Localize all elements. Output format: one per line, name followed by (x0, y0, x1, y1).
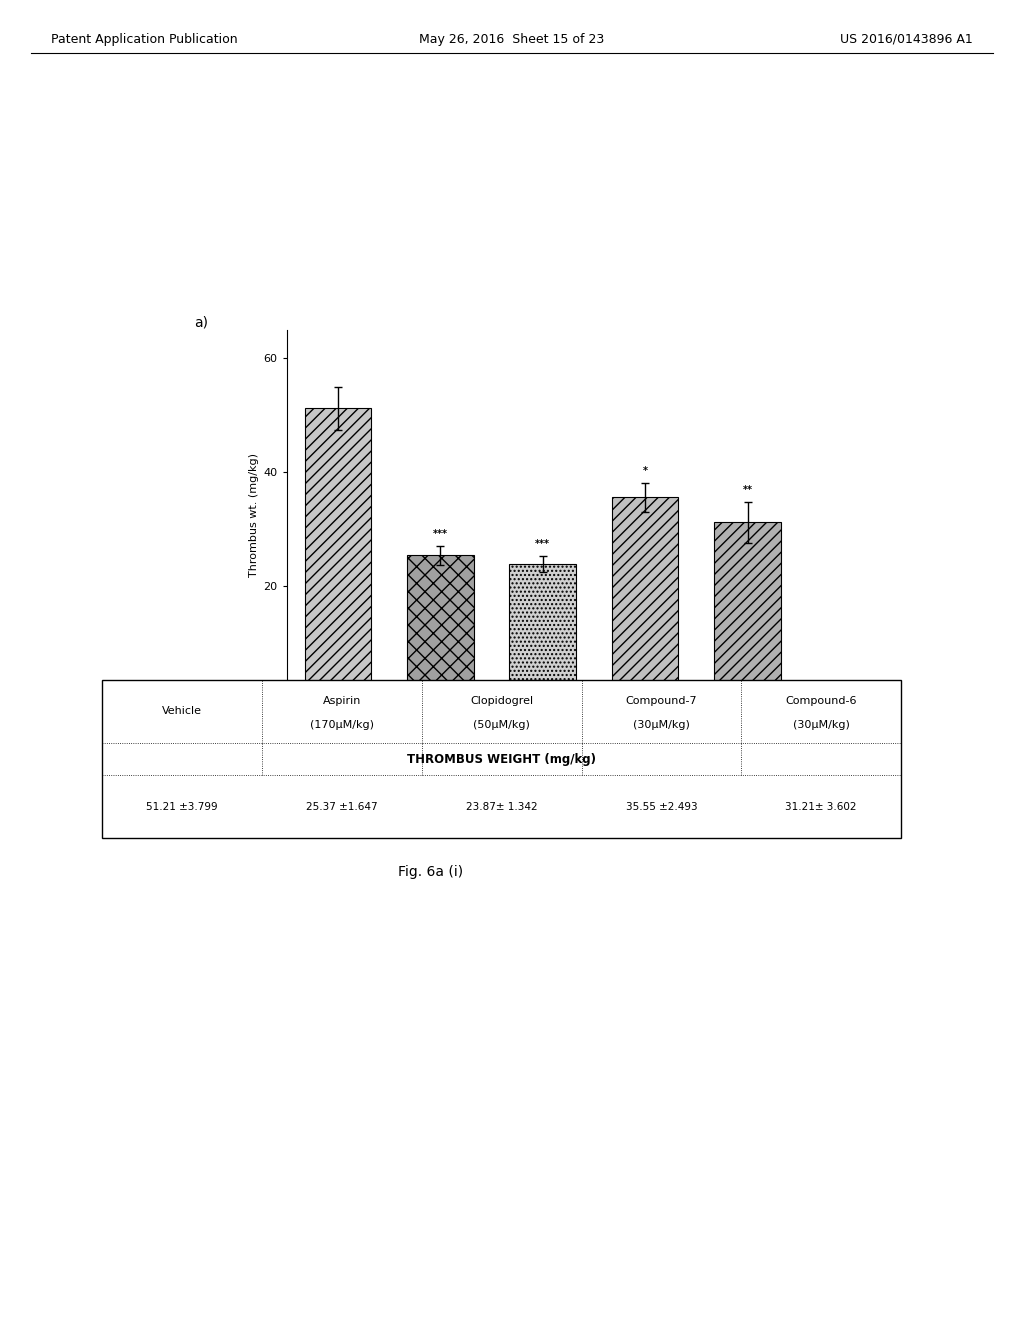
Text: 23.87± 1.342: 23.87± 1.342 (466, 801, 538, 812)
Text: 35.55 ±2.493: 35.55 ±2.493 (626, 801, 697, 812)
Text: ***: *** (536, 540, 550, 549)
Text: (30μM/kg): (30μM/kg) (633, 719, 690, 730)
Text: *: * (643, 466, 647, 477)
Bar (408, 556, 473, 700)
Text: Vehicle: Vehicle (162, 706, 203, 717)
Text: US 2016/0143896 A1: US 2016/0143896 A1 (840, 33, 973, 46)
Text: Aspirin: Aspirin (323, 696, 361, 706)
Text: 25.37 ±1.647: 25.37 ±1.647 (306, 801, 378, 812)
Text: 51.21 ±3.799: 51.21 ±3.799 (146, 801, 218, 812)
Text: Compound-7: Compound-7 (626, 696, 697, 706)
Y-axis label: Thrombus wt. (mg/kg): Thrombus wt. (mg/kg) (250, 453, 259, 577)
Text: Fig. 6a (i): Fig. 6a (i) (397, 865, 463, 879)
Bar (715, 523, 781, 700)
Text: **: ** (742, 484, 753, 495)
Text: THROMBUS WEIGHT (mg/kg): THROMBUS WEIGHT (mg/kg) (408, 752, 596, 766)
Bar (612, 498, 678, 700)
Text: Compound-6: Compound-6 (785, 696, 857, 706)
Text: ***: *** (433, 529, 447, 539)
Bar (305, 408, 371, 700)
Bar (510, 564, 577, 700)
Text: Patent Application Publication: Patent Application Publication (51, 33, 238, 46)
Text: (170μM/kg): (170μM/kg) (310, 719, 374, 730)
Text: May 26, 2016  Sheet 15 of 23: May 26, 2016 Sheet 15 of 23 (420, 33, 604, 46)
Text: a): a) (195, 315, 209, 329)
Text: (30μM/kg): (30μM/kg) (793, 719, 850, 730)
Text: 31.21± 3.602: 31.21± 3.602 (785, 801, 857, 812)
Text: Clopidogrel: Clopidogrel (470, 696, 534, 706)
Text: (50μM/kg): (50μM/kg) (473, 719, 530, 730)
